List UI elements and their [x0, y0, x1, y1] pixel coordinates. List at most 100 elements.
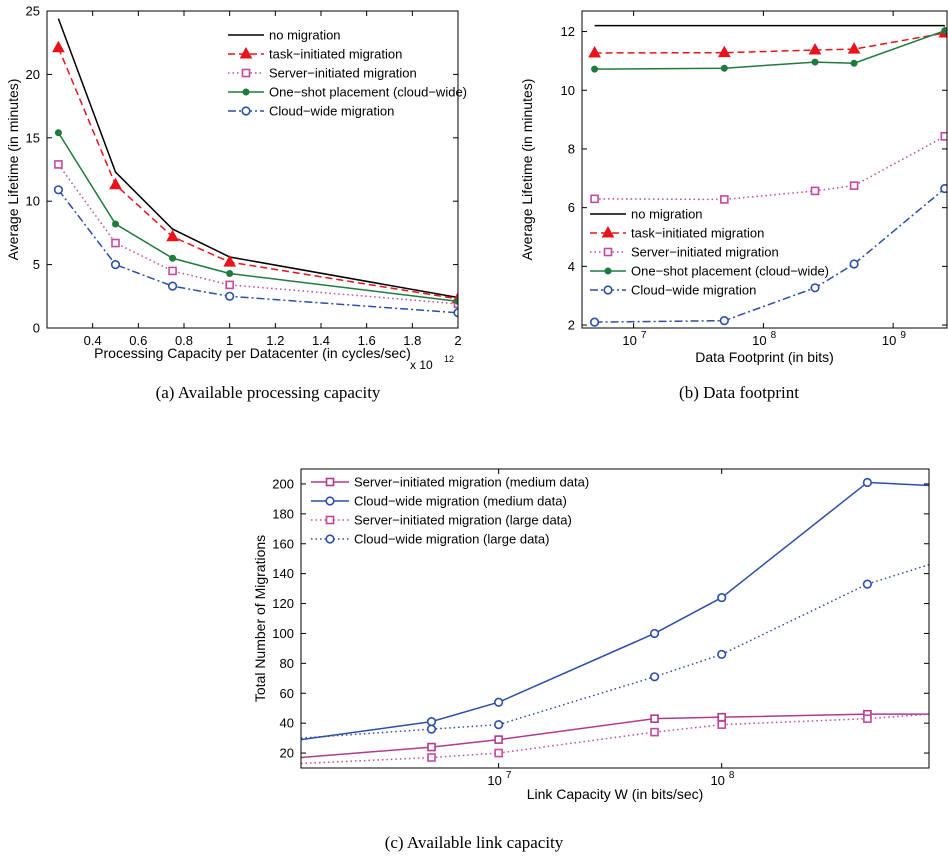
- marker-circle-5: [862, 477, 872, 488]
- legend-item: task−initiated migration: [228, 47, 402, 62]
- legend-item: Cloud−wide migration (large data): [311, 532, 549, 547]
- marker-square-1: [720, 195, 729, 204]
- legend-item: Cloud−wide migration: [228, 104, 394, 119]
- marker-dot-4: [941, 27, 947, 35]
- marker-square-2: [810, 186, 820, 196]
- marker-circle-4: [940, 183, 947, 194]
- legend-item: Server−initiated migration (medium data): [311, 475, 589, 490]
- marker-triangle-legend: [601, 225, 615, 238]
- x-tick-label: 10: [622, 333, 636, 348]
- marker-square-4: [940, 132, 947, 141]
- y-tick-label: 180: [272, 506, 294, 521]
- marker-square-3: [650, 727, 659, 737]
- marker-triangle-1: [109, 177, 122, 190]
- y-tick-label: 160: [272, 536, 294, 551]
- marker-dot-4: [454, 297, 458, 305]
- subfigure-caption: (b) Data footprint: [679, 383, 799, 402]
- series-4: [301, 563, 929, 739]
- legend-label: no migration: [631, 207, 703, 222]
- marker-dot-3: [226, 269, 234, 277]
- marker-square-3: [225, 280, 234, 290]
- x-axis-label: Link Capacity W (in bits/sec): [527, 786, 704, 802]
- marker-square-4: [717, 712, 726, 722]
- x-tick-label: 10: [487, 773, 501, 788]
- marker-triangle-0: [52, 40, 65, 53]
- legend-item: Server−initiated migration (large data): [311, 513, 572, 528]
- marker-circle-4: [717, 592, 727, 603]
- marker-dot-2: [169, 254, 177, 262]
- legend-label: Cloud−wide migration (medium data): [354, 494, 567, 509]
- x-tick-label: 1.6: [358, 333, 376, 348]
- x-axis-label: Processing Capacity per Datacenter (in c…: [94, 345, 411, 361]
- x-tick-label: 1.8: [403, 333, 421, 348]
- x-multiplier-label: x 10: [410, 358, 433, 372]
- marker-circle-2: [494, 697, 504, 707]
- marker-dot-1: [112, 220, 119, 228]
- x-tick-label: 0.8: [175, 333, 193, 348]
- legend-item: Cloud−wide migration (medium data): [311, 494, 567, 509]
- legend-label: no migration: [269, 28, 341, 43]
- legend-label: Cloud−wide migration: [269, 104, 394, 119]
- marker-circle-2: [167, 281, 178, 291]
- marker-dot-legend: [604, 267, 612, 275]
- marker-square-3: [650, 714, 659, 723]
- plot-frame: [46, 10, 459, 329]
- y-tick-label: 2: [568, 318, 575, 333]
- legend-item: One−shot placement (cloud−wide): [228, 85, 467, 100]
- y-tick-label: 8: [568, 141, 575, 156]
- marker-triangle-2: [808, 43, 822, 55]
- marker-square-5: [863, 714, 872, 723]
- marker-circle-5: [862, 579, 872, 589]
- legend-label: Server−initiated migration (large data): [354, 513, 572, 528]
- series-1: [57, 18, 458, 299]
- marker-triangle-3: [223, 255, 237, 267]
- marker-circle-3: [649, 672, 660, 682]
- y-axis-label: Average Lifetime (in minutes): [519, 79, 535, 261]
- y-axis-label: Average Lifetime (in minutes): [5, 79, 21, 261]
- marker-square-2: [168, 266, 177, 276]
- marker-triangle-legend: [239, 46, 253, 59]
- legend-item: task−initiated migration: [590, 226, 764, 241]
- marker-dot-3: [850, 59, 858, 67]
- legend-label: Cloud−wide migration (large data): [354, 532, 549, 547]
- y-tick-label: 40: [280, 716, 294, 731]
- series-line: [594, 29, 946, 70]
- y-tick-label: 120: [272, 596, 294, 611]
- subfigure-caption: (c) Available link capacity: [385, 833, 564, 852]
- marker-circle-1: [719, 316, 729, 326]
- series-2: [588, 25, 947, 58]
- marker-circle-legend: [603, 285, 613, 295]
- series-line: [57, 18, 458, 299]
- marker-square-legend: [241, 68, 251, 78]
- marker-dot-2: [811, 58, 819, 66]
- y-tick-label: 25: [26, 4, 40, 19]
- x-axis-label: Data Footprint (in bits): [695, 349, 834, 365]
- legend-label: One−shot placement (cloud−wide): [631, 264, 829, 279]
- series-4: [591, 27, 947, 73]
- y-tick-label: 6: [568, 200, 575, 215]
- y-tick-label: 4: [568, 259, 575, 274]
- axis-ticks: 10 7 10 8 10 9 2 4 6 8 10 12: [561, 11, 947, 348]
- y-tick-label: 20: [26, 67, 40, 82]
- legend-label: Server−initiated migration: [631, 245, 779, 260]
- series-line: [301, 713, 929, 765]
- y-axis-label: Total Number of Migrations: [252, 535, 268, 702]
- series-1: [301, 709, 929, 759]
- marker-dot-0: [591, 65, 599, 73]
- marker-triangle-0: [588, 45, 601, 58]
- marker-square-2: [494, 735, 503, 744]
- series-5: [589, 183, 947, 327]
- legend-item: no migration: [590, 207, 703, 222]
- plot-frame: [581, 10, 948, 329]
- marker-dot-0: [54, 129, 62, 137]
- marker-circle-legend: [325, 534, 335, 544]
- y-tick-label: 12: [561, 24, 575, 39]
- marker-circle-2: [494, 720, 504, 730]
- y-tick-label: 80: [280, 656, 294, 671]
- marker-triangle-1: [717, 45, 731, 58]
- marker-circle-2: [810, 283, 820, 293]
- x-tick-label: 1.4: [312, 333, 330, 348]
- series-4: [54, 129, 458, 305]
